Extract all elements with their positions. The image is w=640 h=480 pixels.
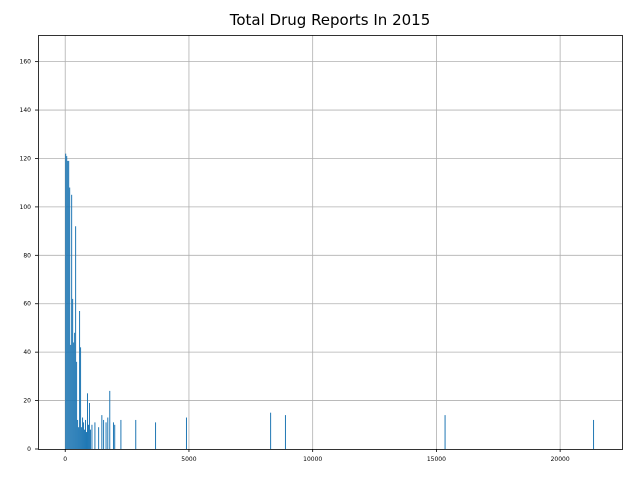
xtick-label-20000: 20000 [551,456,570,463]
bar-16 [81,427,83,449]
bar-9 [74,332,76,449]
bar-11 [76,361,78,449]
bar-1 [66,156,68,450]
bar-24 [88,403,90,449]
plot-frame [38,35,623,450]
bar-27 [94,422,96,449]
bar-6 [71,194,73,449]
bar-42 [444,415,446,449]
ytick-label-80: 80 [23,252,31,259]
bar-18 [83,422,85,449]
bar-13 [78,427,80,449]
xtick-label-5000: 5000 [181,456,196,463]
bars [65,153,595,450]
bar-39 [185,417,187,449]
bar-21 [86,432,87,449]
xtick-label-0: 0 [63,456,67,463]
bar-41 [284,415,286,449]
bar-28 [98,427,100,449]
ytick-label-160: 160 [20,59,32,66]
bar-2 [67,160,69,450]
ytick-label-60: 60 [23,301,31,308]
bar-31 [105,422,107,449]
bar-15 [80,347,82,449]
bar-33 [109,390,111,449]
bar-43 [593,419,595,449]
bar-40 [270,412,272,449]
bar-4 [69,187,71,450]
bar-23 [87,424,89,449]
bar-19 [84,429,86,449]
bar-17 [82,417,84,449]
bar-29 [101,415,103,449]
bar-12 [77,419,79,449]
grid-lines [38,35,622,449]
bar-20 [85,419,87,449]
chart-title: Total Drug Reports In 2015 [229,11,431,29]
bar-32 [107,417,109,449]
bar-8 [73,342,75,449]
bar-30 [103,419,105,449]
ytick-label-140: 140 [20,107,32,114]
xtick-label-15000: 15000 [427,456,446,463]
ytick-label-20: 20 [23,398,31,405]
bar-37 [135,419,137,449]
bar-26 [91,424,93,449]
ytick-label-40: 40 [23,349,31,356]
bar-34 [112,422,114,449]
axis-ticks: 0 20 40 60 80 100 120 140 160 0 5000 10000 15000 2000… [20,59,570,463]
ytick-label-120: 120 [20,155,32,162]
ytick-label-0: 0 [27,446,31,453]
bar-14 [79,311,81,449]
bar-7 [72,298,74,449]
bar-3 [68,160,70,450]
bar-0 [65,153,67,449]
ytick-label-100: 100 [20,204,32,211]
bar-38 [155,422,157,449]
bar-36 [120,419,122,449]
bar-25 [89,429,91,449]
bar-10 [75,226,77,449]
bar-5 [70,344,72,449]
bar-22 [86,393,88,449]
xtick-label-10000: 10000 [303,456,322,463]
bar-35 [114,424,116,449]
